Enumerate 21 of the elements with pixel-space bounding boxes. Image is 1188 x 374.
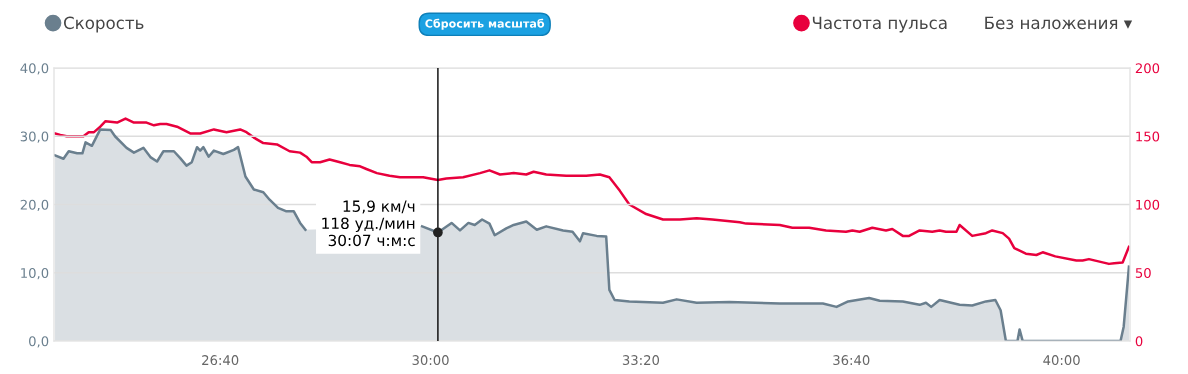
y2-tick-label: 200 <box>1135 63 1160 74</box>
line-series <box>54 117 1130 266</box>
y-tick-label: 30,0 <box>20 131 49 143</box>
y-tick-label: 20,0 <box>20 199 49 212</box>
y2-tick-label: 0 <box>1135 336 1143 347</box>
text: Без наложения ▾ <box>985 16 1133 30</box>
y-tick-label: 40,0 <box>20 63 49 75</box>
annotation: 15,9 км/ч 118 уд./мин 30:07 ч:м:с <box>322 200 415 247</box>
x-tick-label: 30:00 <box>412 355 449 366</box>
y2-tick-label: 100 <box>1136 199 1160 210</box>
y2-tick-label: 50 <box>1135 267 1151 278</box>
x-tick-label: 33:20 <box>622 355 660 366</box>
y-tick-label: 0,0 <box>29 336 49 348</box>
x-tick-label: 36:40 <box>833 355 870 366</box>
x-tick-label: 26:40 <box>202 355 239 366</box>
y2-tick-label: 150 <box>1136 131 1160 142</box>
x-tick-label: 40:00 <box>1043 355 1080 366</box>
legend-label: Скорость <box>63 16 144 33</box>
y-tick-label: 10,0 <box>21 267 49 280</box>
legend-label: Частота пульса <box>812 16 947 33</box>
text: Сбросить масштаб <box>425 18 545 30</box>
